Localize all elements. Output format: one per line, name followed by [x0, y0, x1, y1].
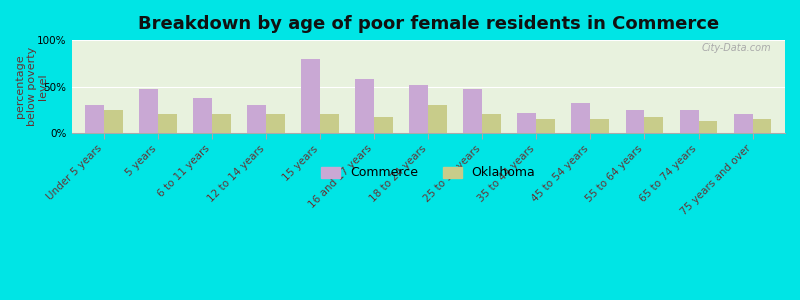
Bar: [247, 105, 266, 133]
Title: Breakdown by age of poor female residents in Commerce: Breakdown by age of poor female resident…: [138, 15, 719, 33]
Bar: [139, 89, 158, 133]
Bar: [355, 79, 374, 133]
Bar: [320, 114, 339, 133]
Bar: [212, 114, 231, 133]
Bar: [645, 117, 663, 133]
Bar: [85, 105, 104, 133]
Bar: [698, 121, 718, 133]
Bar: [463, 89, 482, 133]
Bar: [158, 114, 177, 133]
Bar: [266, 114, 285, 133]
Bar: [428, 105, 447, 133]
Bar: [734, 114, 753, 133]
Bar: [753, 119, 771, 133]
Text: City-Data.com: City-Data.com: [701, 43, 770, 53]
Bar: [104, 110, 123, 133]
Legend: Commerce, Oklahoma: Commerce, Oklahoma: [316, 161, 540, 184]
Bar: [518, 112, 536, 133]
Y-axis label: percentage
below poverty
level: percentage below poverty level: [15, 47, 48, 126]
Bar: [410, 85, 428, 133]
Bar: [302, 59, 320, 133]
Bar: [374, 117, 393, 133]
Bar: [590, 119, 610, 133]
Bar: [193, 98, 212, 133]
Bar: [679, 110, 698, 133]
Bar: [626, 110, 645, 133]
Bar: [571, 103, 590, 133]
Bar: [482, 114, 502, 133]
Bar: [536, 119, 555, 133]
